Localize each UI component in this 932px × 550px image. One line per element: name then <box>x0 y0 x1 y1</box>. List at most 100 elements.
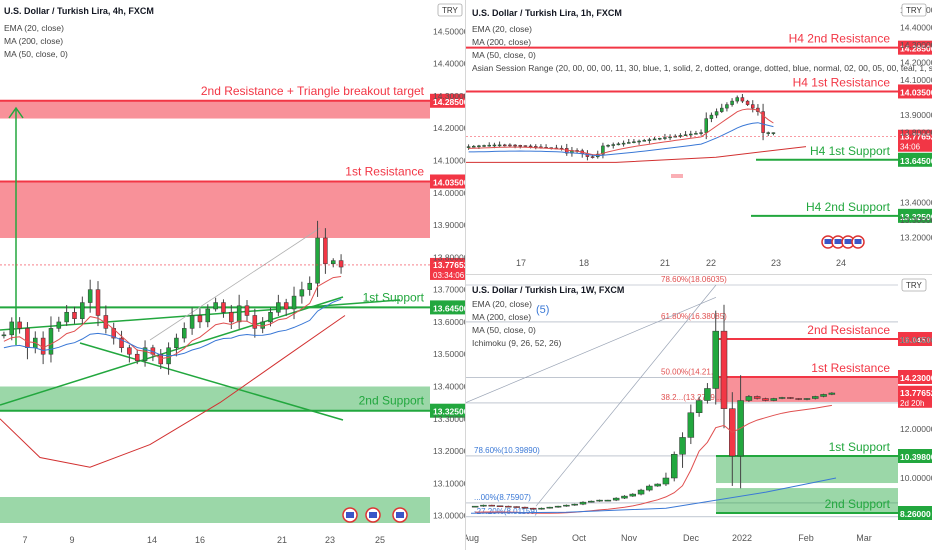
candle-body <box>268 311 273 323</box>
candle-body <box>751 104 755 109</box>
xtick-3: 16 <box>195 535 205 545</box>
current-price-tag: 13.77652 <box>900 132 932 142</box>
indicator-1: MA (200, close) <box>4 36 63 46</box>
price-tag-1: 14.03500 <box>900 87 932 97</box>
ytick-4: 14.10000 <box>433 156 465 166</box>
candle-body <box>725 104 729 109</box>
chart-1w[interactable]: 78.60%(18.06035) 61.80%(16.38085) 50.00%(1… <box>466 275 932 550</box>
candle-body <box>488 504 495 507</box>
candle-body <box>111 328 116 339</box>
fib-trend-line-1 <box>535 284 717 507</box>
xtick-2: 14 <box>147 535 157 545</box>
candle-body <box>687 412 695 438</box>
ytick-8: 13.30000 <box>900 215 932 225</box>
price-tag-bg-1 <box>898 370 932 384</box>
candle-body <box>662 477 670 485</box>
candle-body <box>513 506 520 508</box>
xtick-1: Sep <box>521 533 537 543</box>
panel-divider-vertical[interactable] <box>465 0 466 550</box>
candle-body <box>787 397 794 399</box>
level-zone-3 <box>716 488 898 513</box>
candle-body <box>612 497 620 501</box>
chart-1h[interactable]: H4 2nd Resistance 14.28500 H4 1st Resistan… <box>466 0 932 274</box>
fib-label-6: -27.20%(8.01159) <box>474 507 538 516</box>
ytick-13: 13.20000 <box>433 446 465 456</box>
candle-body <box>95 289 101 316</box>
candle-body <box>523 145 528 147</box>
xtick-2: 21 <box>660 258 670 268</box>
current-price-tag: 13.77652 <box>900 388 932 398</box>
fib-label-0: 78.60%(18.06035) <box>661 275 727 284</box>
ytick-9: 13.20000 <box>900 233 932 243</box>
level-label-2: H4 1st Support <box>810 144 891 158</box>
xtick-3: Nov <box>621 533 638 543</box>
lower-support-zone <box>0 497 430 523</box>
candle-body <box>9 321 15 336</box>
xtick-4: 23 <box>771 258 781 268</box>
xtick-1: 9 <box>69 535 74 545</box>
candle-body <box>283 302 289 310</box>
currency-badge: TRY <box>906 281 923 290</box>
price-tag-3: 8.26000 <box>900 509 931 519</box>
fib-label-4: 78.60%(10.39890) <box>474 446 540 455</box>
candle-body <box>632 141 636 143</box>
level-zone-0 <box>0 100 430 119</box>
ytick-14: 13.10000 <box>433 478 465 488</box>
candle-body <box>670 454 678 479</box>
candle-body <box>40 337 46 355</box>
indicator-3: Asian Session Range (20, 00, 00, 00, 11,… <box>472 63 932 73</box>
chart-4h[interactable]: 2nd Resistance + Triangle breakout targe… <box>0 0 465 550</box>
ema-line <box>475 404 832 514</box>
candle-body <box>606 144 610 147</box>
ma200-line <box>466 146 807 163</box>
event-flag-icon-3 <box>854 239 862 244</box>
event-flag-icon-2 <box>396 512 404 518</box>
alert-badge: (5) <box>536 304 549 316</box>
candle-body <box>689 133 693 136</box>
candle-body <box>812 396 819 399</box>
candle-body <box>518 145 522 147</box>
ytick-2: 14.30000 <box>433 91 465 101</box>
xtick-0: 7 <box>22 535 27 545</box>
ytick-7: 13.40000 <box>900 198 932 208</box>
level-label-0: 2nd Resistance <box>807 323 890 337</box>
candle-body <box>629 493 637 497</box>
current-price-tag-bg <box>898 129 932 152</box>
candle-body <box>683 134 688 136</box>
price-tag-bg-2 <box>898 152 932 167</box>
price-tag-bg-0 <box>898 40 932 55</box>
price-tag-2: 13.64500 <box>433 303 465 313</box>
candle-body <box>236 305 242 323</box>
indicator-2: MA (50, close, 0) <box>472 325 536 335</box>
xtick-6: Feb <box>798 533 814 543</box>
candle-body <box>315 237 320 284</box>
candle-body <box>720 330 728 409</box>
candle-body <box>472 145 476 148</box>
candle-body <box>753 396 761 399</box>
candle-body <box>252 315 258 329</box>
level-label-2: 1st Support <box>829 440 891 454</box>
candle-body <box>654 483 661 487</box>
candle-body <box>508 144 512 147</box>
panel-divider-horizontal[interactable] <box>466 274 932 275</box>
candle-body <box>621 495 628 499</box>
candle-body <box>513 144 517 147</box>
indicator-0: EMA (20, close) <box>4 23 64 33</box>
candle-body <box>477 145 481 148</box>
candle-body <box>621 142 626 145</box>
price-tag-2: 13.64500 <box>900 156 932 166</box>
ma50-line <box>468 122 774 157</box>
candle-body <box>229 311 234 323</box>
ytick-0: 14.50000 <box>433 26 465 36</box>
candle-body <box>260 321 265 329</box>
chart-title: U.S. Dollar / Turkish Lira, 1h, FXCM <box>472 8 622 18</box>
event-flag-icon-1 <box>834 239 842 244</box>
candle-body <box>762 398 769 401</box>
price-tag-1: 14.23000 <box>900 373 932 383</box>
current-price-tag-bg <box>898 385 932 408</box>
candle-body <box>588 500 595 503</box>
price-tag-bg-0 <box>430 93 465 108</box>
currency-badge-bg <box>437 3 463 17</box>
xtick-2: Oct <box>572 533 587 543</box>
indicator-1: MA (200, close) <box>472 37 531 47</box>
